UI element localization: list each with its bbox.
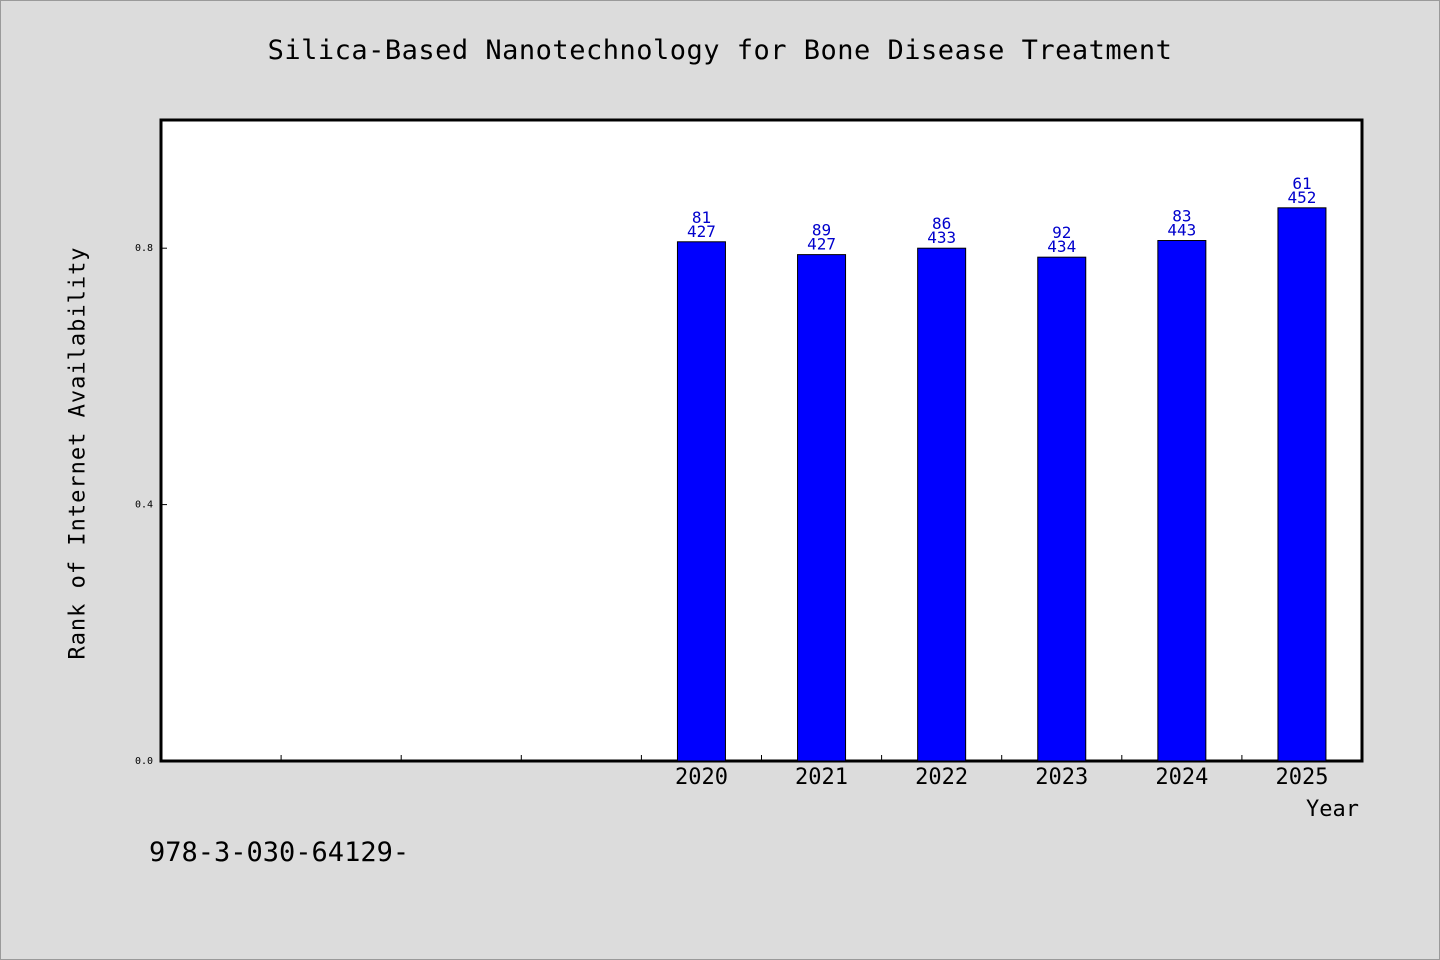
- bar-2023: [1037, 256, 1087, 762]
- data-label-top: 89: [812, 221, 831, 240]
- x-axis-label: Year: [1306, 797, 1359, 822]
- data-label-top: 86: [932, 214, 951, 233]
- y-tick-label: 0.0: [135, 756, 153, 767]
- y-tick-label: 0.4: [135, 500, 153, 511]
- data-label-bottom: 434: [1047, 237, 1076, 256]
- y-axis-label: Rank of Internet Availability: [65, 246, 91, 660]
- data-label-bottom: 433: [927, 228, 956, 247]
- chart-title: Silica-Based Nanotechnology for Bone Dis…: [267, 35, 1173, 66]
- data-label-top: 61: [1292, 174, 1311, 193]
- bar-2021: [797, 254, 847, 762]
- bar-2022: [917, 247, 967, 762]
- y-ticks-layer: 0.0 0.4 0.8: [135, 243, 167, 767]
- bar-2025: [1277, 207, 1327, 762]
- x-tick-label: 2021: [795, 765, 848, 790]
- data-label-top: 83: [1172, 207, 1191, 226]
- data-label-bottom: 427: [687, 222, 716, 241]
- isbn-text: 978-3-030-64129-: [149, 837, 410, 868]
- bar-2020: [676, 241, 726, 762]
- bar-2024: [1157, 240, 1207, 762]
- y-tick-label: 0.8: [135, 243, 153, 254]
- x-tick-label: 2022: [915, 765, 968, 790]
- data-label-bottom: 443: [1167, 221, 1196, 240]
- x-tick-label: 2024: [1155, 765, 1208, 790]
- x-tick-label: 2020: [675, 765, 728, 790]
- x-ticks-layer: 2020 2021 2022 2023 2024 2025: [280, 755, 1328, 790]
- data-label-bottom: 452: [1287, 188, 1316, 207]
- data-label-bottom: 427: [807, 235, 836, 254]
- x-tick-label: 2025: [1275, 765, 1328, 790]
- data-label-top: 92: [1052, 223, 1071, 242]
- x-tick-label: 2023: [1035, 765, 1088, 790]
- data-label-top: 81: [692, 208, 711, 227]
